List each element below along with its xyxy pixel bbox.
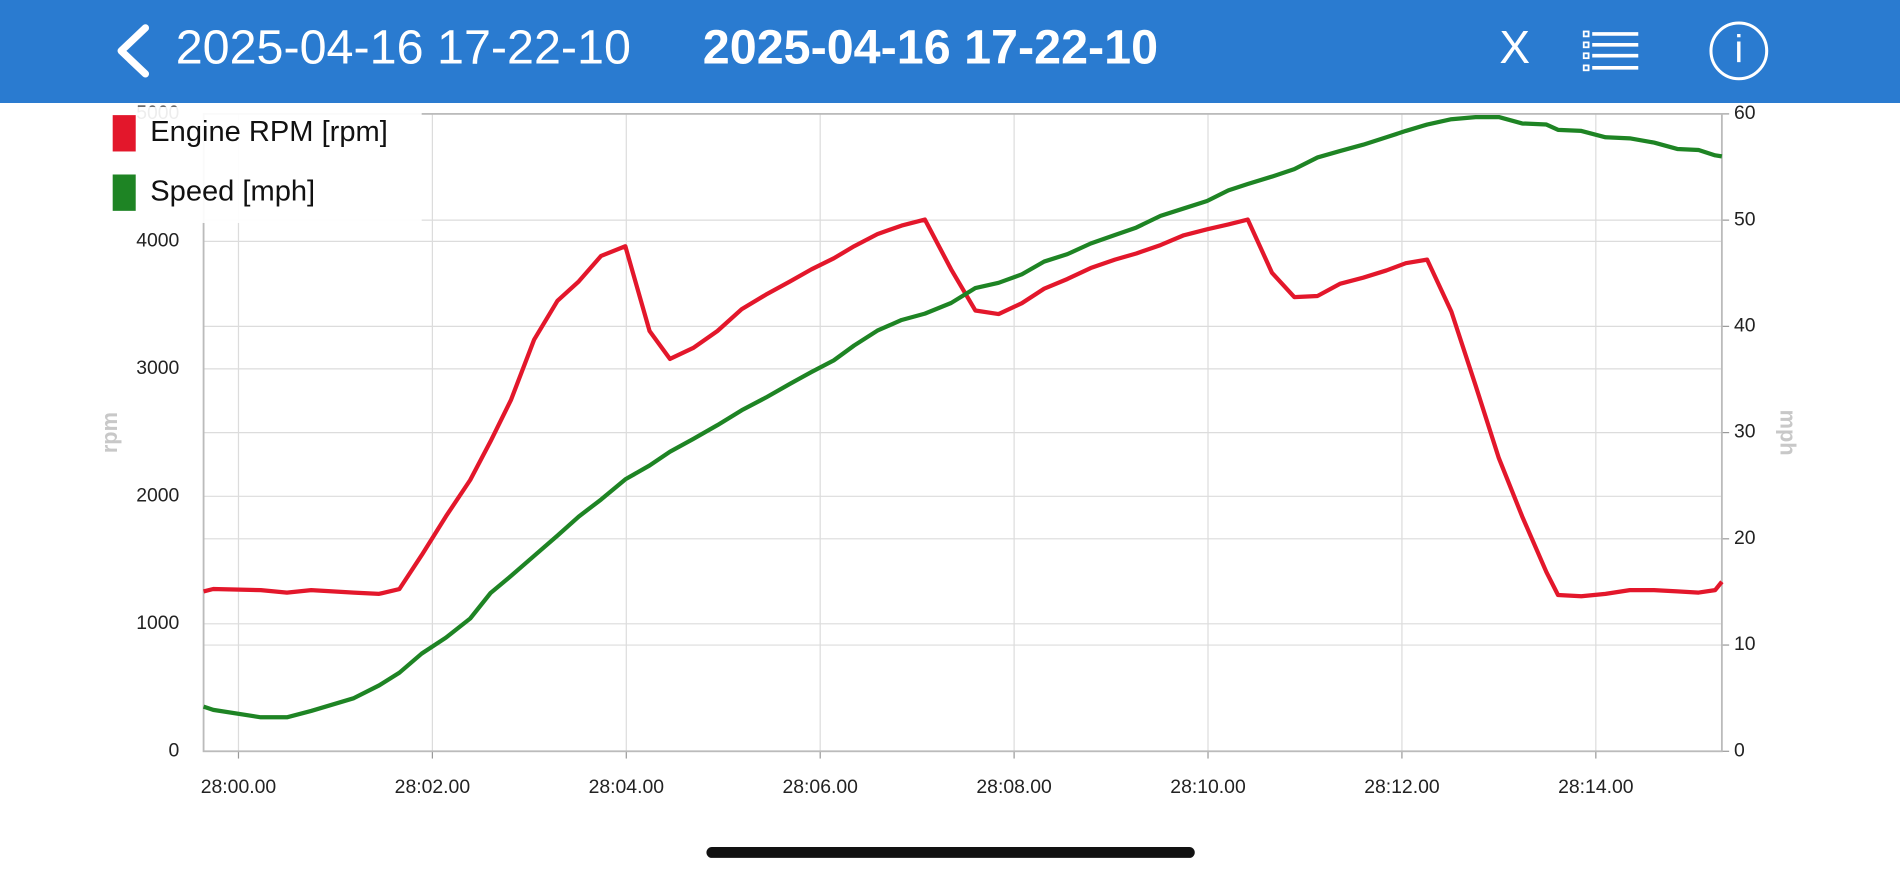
y2-tick-label: 10	[1734, 633, 1756, 655]
y-axis-title: rpm	[97, 412, 122, 453]
header-subtitle: 2025-04-16 17-22-10	[703, 21, 1158, 75]
info-button[interactable]	[1709, 21, 1769, 81]
y2-tick-label: 60	[1734, 102, 1756, 124]
list-icon-dot	[1582, 41, 1590, 49]
list-button[interactable]	[1582, 30, 1639, 72]
header-title: 2025-04-16 17-22-10	[176, 21, 631, 75]
legend-swatch	[112, 115, 136, 152]
x-tick-label: 28:14.00	[1558, 776, 1634, 798]
x-tick-label: 28:12.00	[1364, 776, 1440, 798]
home-indicator	[706, 847, 1195, 858]
legend-swatch	[112, 174, 136, 211]
info-icon-text: i	[1735, 28, 1744, 71]
legend-background	[106, 106, 422, 223]
legend-label: Engine RPM [rpm]	[150, 116, 388, 148]
header-bar	[0, 0, 1900, 104]
y-tick-label: 2000	[136, 484, 179, 506]
plot-frame	[202, 112, 1723, 753]
series-line	[203, 217, 1724, 599]
x-tick-label: 28:00.00	[201, 776, 277, 798]
list-icon-dot	[1582, 30, 1590, 38]
y2-tick-label: 0	[1734, 739, 1745, 761]
y-tick-label: 3000	[136, 357, 179, 379]
x-tick-label: 28:04.00	[589, 776, 665, 798]
list-icon-dot	[1582, 52, 1590, 60]
x-tick-label: 28:10.00	[1170, 776, 1246, 798]
back-button[interactable]	[117, 24, 150, 78]
y-tick-label: 1000	[136, 612, 179, 634]
chart: 28:00.00 28:02.00 28:04.00 28:06.00 28:08.00…	[97, 102, 1800, 798]
series-line	[202, 114, 1723, 720]
y2-tick-label: 20	[1734, 527, 1756, 549]
y2-axis-title: mph	[1775, 410, 1800, 456]
close-button[interactable]: X	[1499, 21, 1530, 73]
y2-tick-label: 30	[1734, 421, 1756, 443]
x-tick-label: 28:06.00	[782, 776, 858, 798]
x-tick-label: 28:08.00	[976, 776, 1052, 798]
legend-label: Speed [mph]	[150, 175, 315, 207]
list-icon-dot	[1582, 64, 1590, 72]
y2-tick-label: 40	[1734, 314, 1756, 336]
y2-tick-label: 50	[1734, 208, 1756, 230]
x-tick-label: 28:02.00	[395, 776, 471, 798]
y-tick-label: 0	[169, 739, 180, 761]
y-tick-label: 4000	[136, 230, 179, 252]
